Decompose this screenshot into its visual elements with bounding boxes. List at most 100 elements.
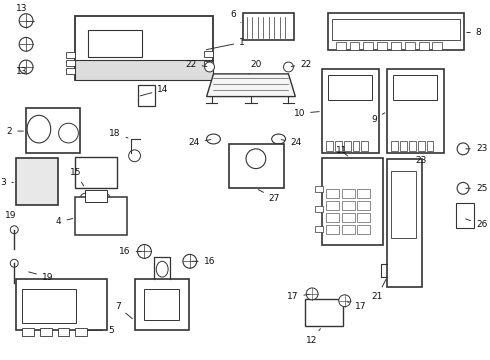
- Text: 17: 17: [287, 292, 309, 301]
- Text: 24: 24: [281, 139, 302, 148]
- Bar: [22, 289, 76, 323]
- Text: 16: 16: [119, 247, 142, 256]
- Text: 12: 12: [306, 329, 320, 345]
- Text: 14: 14: [140, 85, 169, 96]
- Bar: [305, 299, 343, 327]
- Bar: [40, 328, 52, 336]
- Polygon shape: [207, 74, 295, 96]
- Bar: [315, 226, 323, 232]
- Bar: [322, 158, 383, 244]
- Bar: [332, 19, 460, 40]
- Ellipse shape: [246, 149, 266, 168]
- Text: 25: 25: [466, 184, 487, 193]
- Bar: [427, 141, 434, 151]
- Bar: [26, 108, 80, 153]
- Text: 21: 21: [371, 280, 386, 301]
- Bar: [349, 42, 360, 50]
- Ellipse shape: [10, 259, 18, 267]
- Text: 15: 15: [70, 168, 84, 186]
- Bar: [400, 141, 407, 151]
- Bar: [229, 144, 284, 188]
- Bar: [326, 213, 339, 222]
- Bar: [342, 201, 355, 210]
- Bar: [417, 141, 424, 151]
- Bar: [204, 51, 214, 57]
- Bar: [358, 189, 370, 198]
- Bar: [326, 189, 339, 198]
- Bar: [75, 157, 117, 188]
- Ellipse shape: [271, 134, 286, 144]
- Ellipse shape: [284, 62, 294, 72]
- Text: 5: 5: [88, 326, 114, 335]
- Bar: [336, 42, 345, 50]
- Bar: [456, 203, 474, 228]
- Text: 22: 22: [291, 59, 312, 68]
- Bar: [387, 159, 421, 287]
- Text: 20: 20: [249, 59, 262, 74]
- Ellipse shape: [19, 14, 33, 27]
- Bar: [204, 61, 214, 67]
- Bar: [335, 141, 342, 151]
- Bar: [377, 42, 387, 50]
- Text: 6: 6: [230, 10, 241, 23]
- Text: 27: 27: [258, 190, 280, 203]
- Bar: [66, 60, 75, 66]
- Bar: [391, 141, 398, 151]
- Bar: [409, 141, 416, 151]
- Bar: [342, 189, 355, 198]
- Bar: [358, 213, 370, 222]
- Bar: [88, 30, 143, 57]
- Ellipse shape: [339, 295, 350, 307]
- Bar: [145, 289, 179, 320]
- Ellipse shape: [100, 193, 110, 203]
- Text: 11: 11: [336, 146, 347, 156]
- Bar: [343, 141, 350, 151]
- Bar: [75, 16, 214, 80]
- Bar: [391, 42, 401, 50]
- Bar: [66, 52, 75, 58]
- Bar: [75, 328, 87, 336]
- Bar: [16, 279, 107, 330]
- Text: 19: 19: [29, 272, 53, 282]
- Text: 13: 13: [16, 67, 28, 76]
- Ellipse shape: [306, 288, 318, 300]
- Bar: [315, 186, 323, 192]
- Text: 10: 10: [294, 109, 319, 118]
- Ellipse shape: [80, 193, 90, 203]
- Bar: [358, 201, 370, 210]
- Text: 17: 17: [347, 302, 366, 311]
- Text: 16: 16: [193, 257, 215, 266]
- Bar: [362, 141, 368, 151]
- Bar: [75, 197, 127, 235]
- Bar: [342, 213, 355, 222]
- Ellipse shape: [129, 150, 141, 162]
- Ellipse shape: [19, 37, 33, 51]
- Bar: [135, 279, 189, 330]
- Text: 4: 4: [56, 217, 73, 226]
- Bar: [326, 225, 339, 234]
- Ellipse shape: [59, 123, 78, 143]
- Bar: [328, 75, 372, 99]
- Ellipse shape: [10, 226, 18, 234]
- Text: 22: 22: [186, 59, 207, 68]
- Bar: [315, 206, 323, 212]
- Bar: [364, 42, 373, 50]
- Text: 3: 3: [0, 178, 13, 187]
- Ellipse shape: [457, 183, 469, 194]
- Text: 18: 18: [109, 129, 128, 138]
- Ellipse shape: [27, 115, 51, 143]
- Text: 7: 7: [115, 302, 132, 319]
- Bar: [328, 13, 464, 50]
- Bar: [342, 225, 355, 234]
- Text: 9: 9: [371, 113, 385, 124]
- Ellipse shape: [156, 261, 168, 277]
- Bar: [85, 190, 107, 202]
- Ellipse shape: [457, 143, 469, 155]
- Bar: [243, 13, 294, 40]
- Text: 2: 2: [7, 127, 24, 136]
- Ellipse shape: [19, 60, 33, 74]
- Bar: [66, 68, 75, 74]
- Bar: [58, 328, 70, 336]
- Bar: [326, 141, 333, 151]
- Text: 23: 23: [415, 156, 426, 165]
